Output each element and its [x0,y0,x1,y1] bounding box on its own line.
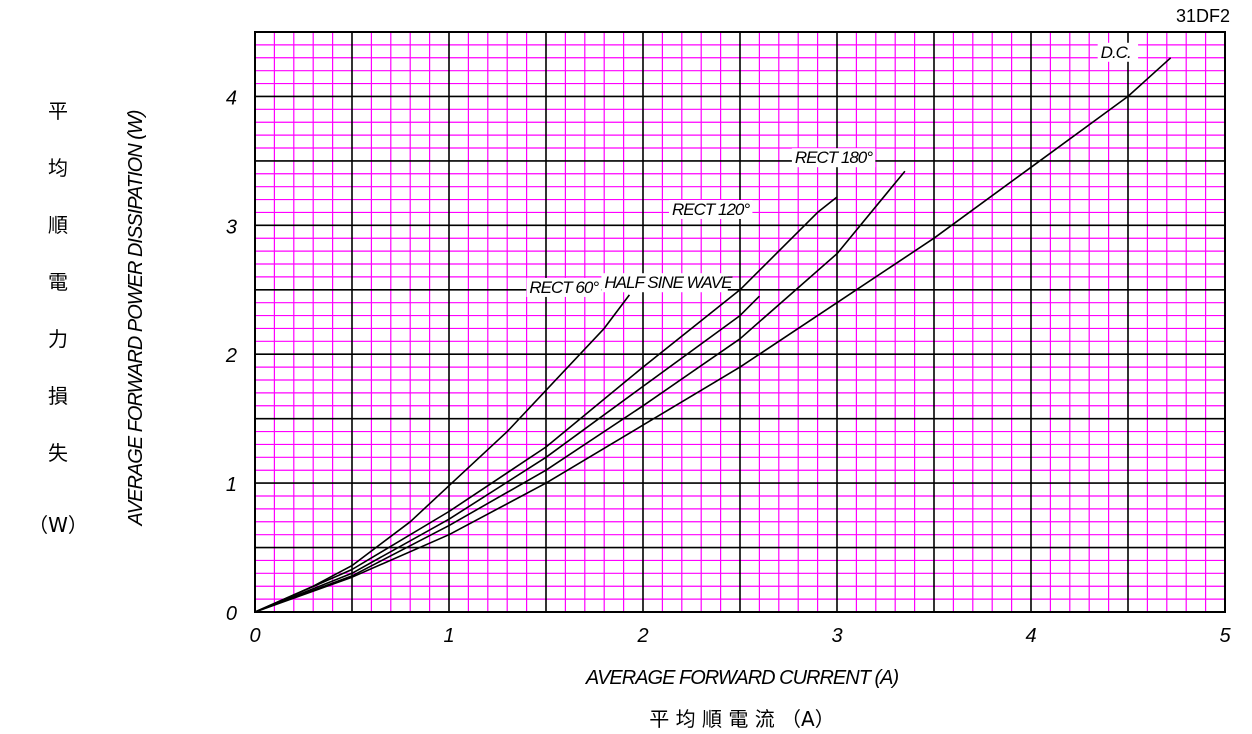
series-label-background [601,273,728,293]
series-label-background [526,277,602,297]
series-line [254,294,631,613]
series-label-background [1097,42,1139,62]
series-label-background [791,148,876,168]
y-tick-label: 3 [226,216,237,238]
y-axis-title-jp-char: 力 [48,327,68,351]
series-line [254,295,760,613]
series-label: D.C. [1101,43,1131,62]
x-tick-label: 0 [249,625,260,647]
x-tick-labels: 0 1 2 3 4 5 [249,625,1231,647]
curves [254,57,1172,613]
plot-frame [254,31,1226,613]
series-label: HALF SINE WAVE [604,273,733,292]
x-tick-label: 5 [1219,625,1231,647]
model-label: 31DF2 [1176,6,1230,26]
series-line [254,57,1172,613]
y-axis-title-jp-char: 電 [48,270,68,294]
series-label: RECT 60° [529,278,599,297]
y-axis-unit-jp: （W） [28,513,88,537]
y-axis-title-jp-char: 均 [48,156,68,180]
series-label-background [669,199,753,219]
series-label: RECT 180° [795,148,873,167]
y-tick-label: 4 [226,87,237,109]
x-tick-label: 1 [443,625,454,647]
y-tick-label: 2 [225,345,237,367]
x-axis-title-jp: 平 均 順 電 流 （A） [649,707,834,731]
y-axis-title: AVERAGE FORWARD POWER DISSIPATION (W) [125,110,147,526]
series-line [254,196,838,613]
y-axis-title-jp-char: 損 [48,384,68,408]
y-tick-label: 1 [226,474,237,496]
series-label: RECT 120° [672,200,750,219]
series-line [254,170,906,613]
y-axis-title-jp-char: 平 [48,99,68,123]
x-tick-label: 2 [636,625,648,647]
x-axis-title: AVERAGE FORWARD CURRENT (A) [585,667,899,689]
x-tick-label: 3 [831,625,842,647]
y-tick-labels: 0 1 2 3 4 [225,87,237,625]
y-axis-title-jp-char: 失 [48,441,68,465]
y-tick-label: 0 [226,603,237,625]
series-labels: RECT 60° RECT 120° HALF SINE WAVE RECT 180°… [526,42,1139,297]
x-tick-label: 4 [1025,625,1036,647]
y-axis-title-jp-char: 順 [48,213,68,237]
